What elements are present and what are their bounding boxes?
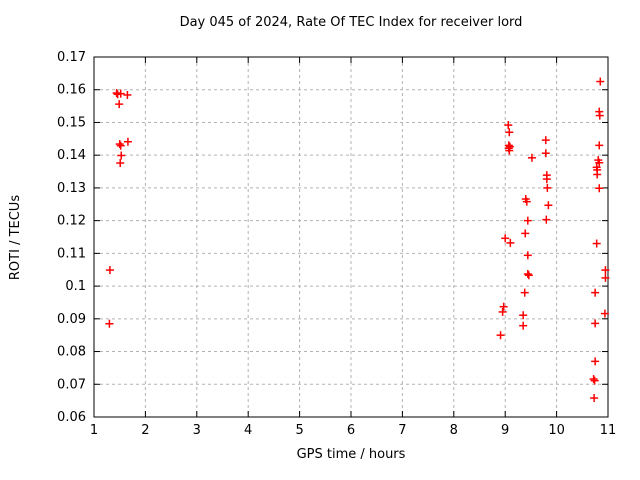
x-tick-label: 6 bbox=[347, 423, 355, 438]
y-tick-label: 0.13 bbox=[57, 181, 86, 196]
x-tick-label: 4 bbox=[244, 423, 252, 438]
x-tick-label: 2 bbox=[141, 423, 149, 438]
y-tick-label: 0.06 bbox=[57, 410, 86, 425]
y-tick-label: 0.1 bbox=[65, 279, 86, 294]
y-tick-label: 0.07 bbox=[57, 377, 86, 392]
y-tick-label: 0.15 bbox=[57, 115, 86, 130]
y-tick-label: 0.09 bbox=[57, 312, 86, 327]
x-tick-label: 9 bbox=[501, 423, 509, 438]
chart-title: Day 045 of 2024, Rate Of TEC Index for r… bbox=[179, 15, 523, 30]
x-tick-label: 5 bbox=[295, 423, 303, 438]
y-tick-label: 0.12 bbox=[57, 214, 86, 229]
x-axis-label: GPS time / hours bbox=[296, 447, 406, 462]
y-tick-label: 0.14 bbox=[57, 148, 86, 163]
y-tick-label: 0.08 bbox=[57, 345, 86, 360]
y-tick-label: 0.11 bbox=[57, 246, 86, 261]
x-tick-label: 1 bbox=[90, 423, 98, 438]
x-tick-label: 7 bbox=[398, 423, 406, 438]
x-tick-label: 8 bbox=[450, 423, 458, 438]
x-tick-label: 3 bbox=[193, 423, 201, 438]
x-tick-label: 10 bbox=[548, 423, 565, 438]
y-tick-label: 0.17 bbox=[57, 50, 86, 65]
x-tick-label: 11 bbox=[600, 423, 617, 438]
y-tick-label: 0.16 bbox=[57, 83, 86, 98]
